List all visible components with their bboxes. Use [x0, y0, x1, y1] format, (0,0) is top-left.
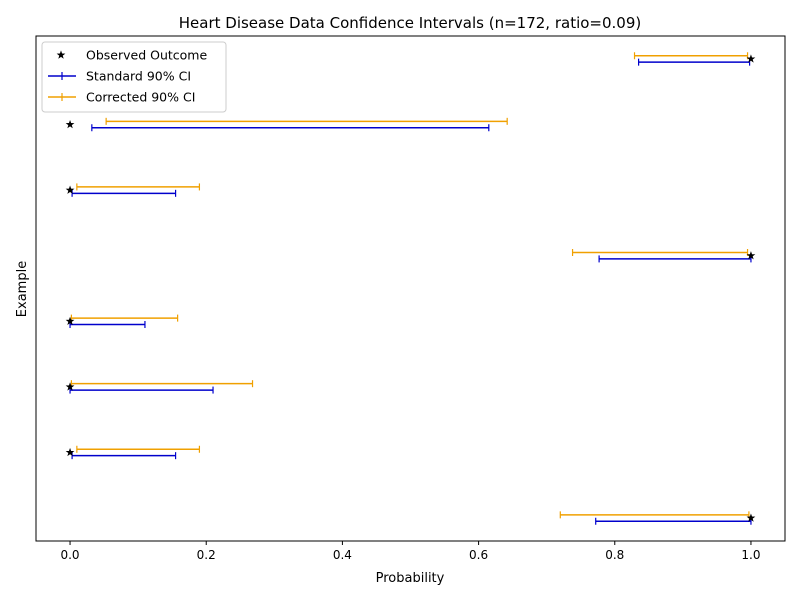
y-axis-label: Example: [15, 261, 30, 317]
x-tick-label: 0.6: [469, 548, 488, 562]
observed-outcome-marker: [746, 251, 756, 260]
observed-outcome-marker: [65, 119, 75, 129]
plot-area: [35, 35, 786, 542]
observed-outcome-marker: [65, 185, 75, 194]
x-tick-label: 0.2: [197, 548, 216, 562]
chart-title: Heart Disease Data Confidence Intervals …: [179, 14, 642, 32]
observed-outcome-marker: [746, 513, 756, 522]
x-tick-label: 0.8: [605, 548, 624, 562]
observed-outcome-marker: [65, 382, 75, 391]
observed-outcome-marker: [746, 54, 756, 63]
legend-label: Corrected 90% CI: [86, 90, 195, 105]
x-axis-label: Probability: [376, 571, 445, 586]
legend-label: Standard 90% CI: [86, 69, 191, 84]
legend: Observed Outcome Standard 90% CI Corrected…: [41, 41, 227, 113]
plot-marks: [65, 52, 756, 525]
x-tick-label: 0.4: [333, 548, 352, 562]
legend-box: [41, 41, 227, 113]
observed-outcome-marker: [65, 316, 75, 326]
legend-marker-observed: [56, 50, 66, 59]
x-tick-label: 0.0: [60, 548, 79, 562]
x-axis: 0.0 0.2 0.4 0.6 0.8 1.0: [60, 541, 761, 562]
legend-label: Observed Outcome: [86, 48, 207, 63]
x-tick-label: 1.0: [741, 548, 760, 562]
observed-outcome-marker: [65, 447, 75, 457]
